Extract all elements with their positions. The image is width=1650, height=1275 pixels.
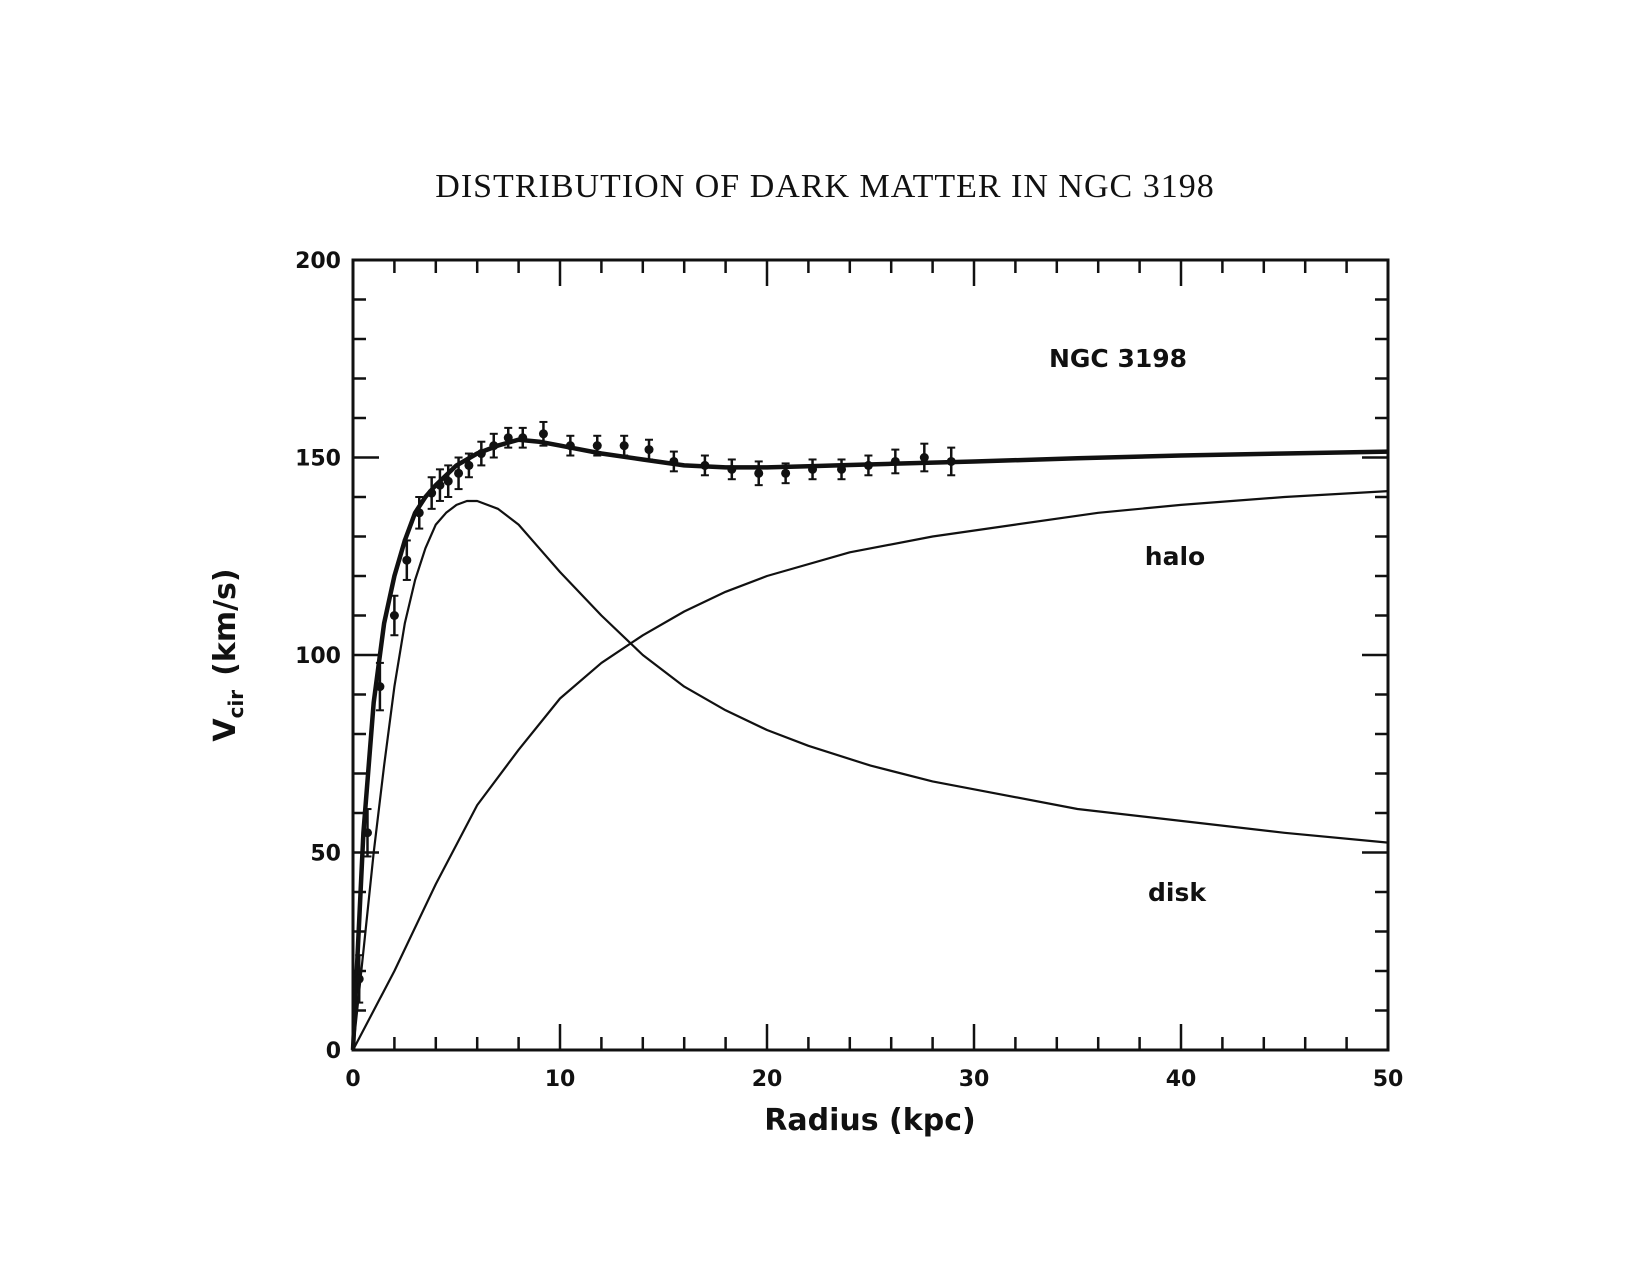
data-marker [435, 480, 445, 490]
data-point [354, 954, 364, 1004]
minor-ticks [351, 258, 1390, 1052]
data-marker [754, 468, 764, 478]
data-marker [443, 476, 453, 486]
data-marker [538, 429, 548, 439]
y-tick-label: 50 [310, 842, 341, 867]
data-point [435, 468, 445, 502]
data-point [402, 539, 412, 581]
data-marker [700, 460, 710, 470]
data-point [518, 426, 528, 449]
y-axis-label-main: V [208, 718, 243, 742]
data-point [890, 448, 900, 475]
data-marker [863, 460, 873, 470]
x-tick-label: 40 [1166, 1067, 1197, 1092]
data-point [503, 426, 513, 449]
data-marker [727, 464, 737, 474]
data-point [454, 456, 464, 491]
x-tick-label: 0 [345, 1067, 360, 1092]
data-marker [619, 441, 629, 451]
data-marker [389, 611, 399, 620]
y-axis-label: Vcir (km/s) [208, 568, 248, 741]
data-point [389, 594, 399, 637]
plot-frame [351, 258, 1390, 1052]
annotation-halo: halo [1145, 542, 1205, 571]
data-marker [427, 488, 437, 498]
x-tick-label: 30 [959, 1067, 990, 1092]
data-marker [375, 682, 385, 692]
x-tick-label: 10 [545, 1067, 576, 1092]
data-point [754, 460, 764, 487]
series-total-line [350, 437, 1389, 1051]
data-point [837, 458, 847, 481]
data-marker [518, 433, 528, 443]
data-point [669, 450, 679, 473]
data-point [946, 446, 956, 477]
series-halo-line [352, 490, 1389, 1051]
data-marker [565, 441, 575, 451]
data-point [727, 458, 737, 481]
series-lines [350, 437, 1389, 1051]
data-marker [669, 456, 679, 466]
svg-text:Vcir(km/s): Vcir (km/s) [208, 568, 248, 741]
data-marker [808, 464, 818, 474]
x-tick-labels: 0 10 20 30 40 50 [345, 1067, 1403, 1092]
data-point [781, 462, 791, 485]
data-marker [503, 433, 513, 443]
data-marker [919, 453, 929, 462]
observed-points [354, 420, 956, 1004]
data-marker [402, 555, 412, 565]
data-point [863, 454, 873, 477]
data-point [443, 464, 453, 498]
data-marker [464, 460, 474, 470]
data-marker [454, 468, 464, 478]
data-point [565, 434, 575, 457]
y-tick-label: 150 [295, 447, 341, 472]
data-point [489, 432, 499, 459]
chart-title: DISTRIBUTION OF DARK MATTER IN NGC 3198 [435, 168, 1215, 205]
annotation-disk: disk [1148, 878, 1207, 907]
data-point [808, 458, 818, 481]
data-marker [362, 828, 372, 838]
data-point [592, 434, 602, 457]
data-point [375, 661, 385, 712]
data-marker [781, 468, 791, 478]
data-marker [837, 464, 847, 474]
data-marker [890, 456, 900, 466]
data-marker [476, 449, 486, 459]
data-marker [644, 445, 654, 455]
series-disk-line [351, 499, 1389, 1051]
data-point [427, 476, 437, 510]
y-axis-label-unit: (km/s) [208, 568, 243, 675]
data-point [476, 440, 486, 467]
data-point [619, 434, 629, 457]
data-marker [489, 441, 499, 451]
data-marker [414, 508, 424, 518]
y-tick-label: 200 [295, 249, 341, 274]
data-point [700, 454, 710, 477]
data-marker [592, 441, 602, 451]
y-tick-label: 0 [326, 1039, 341, 1064]
y-tick-labels: 0 50 100 150 200 [295, 249, 341, 1064]
y-tick-label: 100 [295, 644, 341, 669]
data-point [414, 496, 424, 530]
x-tick-label: 50 [1373, 1067, 1404, 1092]
data-point [464, 452, 474, 479]
annotation-galaxy: NGC 3198 [1049, 344, 1187, 373]
data-marker [354, 974, 364, 984]
data-point [362, 808, 372, 858]
data-point [919, 442, 929, 473]
data-point [644, 438, 654, 461]
x-axis-label: Radius (kpc) [764, 1103, 975, 1138]
y-axis-label-subscript: cir [224, 690, 248, 719]
data-point [538, 420, 548, 447]
data-marker [946, 456, 956, 466]
x-tick-label: 20 [752, 1067, 783, 1092]
